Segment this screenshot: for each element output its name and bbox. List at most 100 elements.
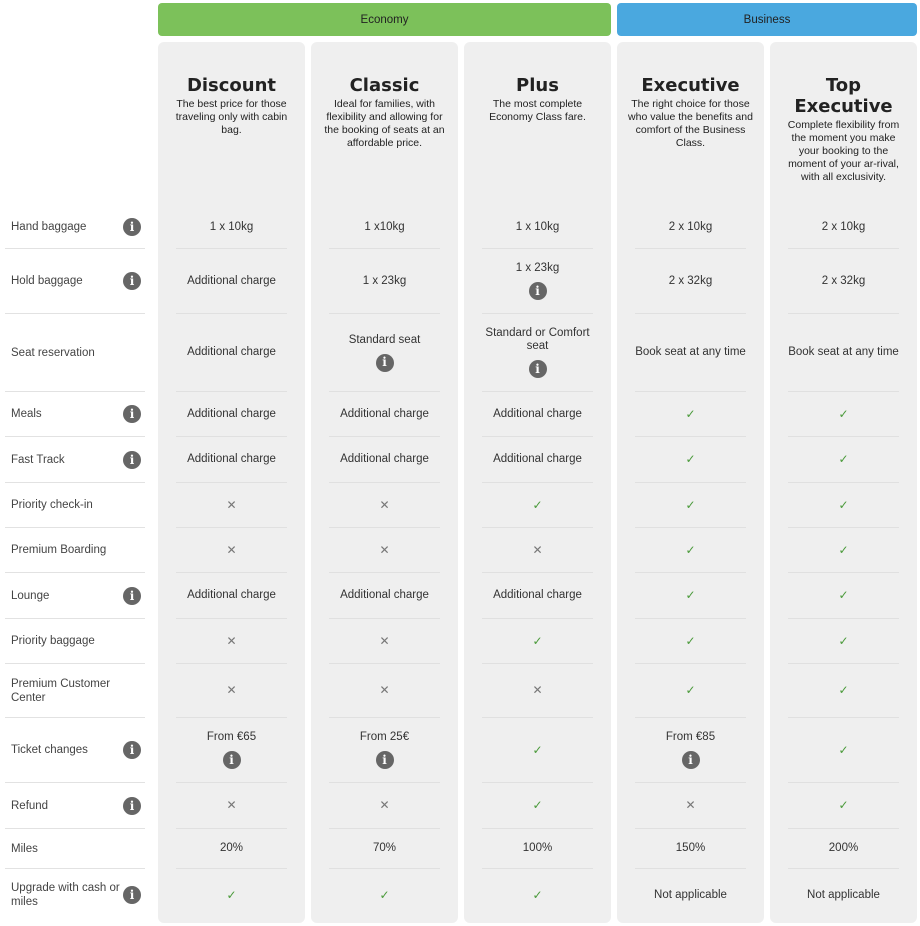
info-icon[interactable]: i bbox=[123, 586, 141, 605]
info-icon[interactable]: i bbox=[375, 353, 394, 372]
economy-group-label: Economy bbox=[360, 13, 409, 26]
cell-value: 1 x10kg bbox=[364, 220, 405, 233]
table-cell: 2 x 10kg bbox=[788, 206, 899, 249]
cell-value: Additional charge bbox=[187, 407, 276, 420]
row-label-text: Hand baggage bbox=[11, 221, 87, 233]
table-cell: Additional charge bbox=[482, 573, 593, 619]
row-label: Miles bbox=[5, 829, 145, 869]
info-icon[interactable]: i bbox=[681, 751, 700, 769]
row-label-text: Upgrade with cash or miles bbox=[11, 882, 120, 908]
cell-value: Book seat at any time bbox=[788, 346, 899, 358]
info-icon[interactable]: i bbox=[123, 450, 141, 469]
table-cell: Book seat at any time bbox=[635, 314, 746, 392]
row-label-text: Refund bbox=[11, 799, 49, 812]
table-cell: ✓ bbox=[329, 869, 440, 921]
table-cell: From €65 i bbox=[176, 718, 287, 783]
cell-value: From 25€ bbox=[359, 731, 410, 743]
cell-value: 2 x 10kg bbox=[668, 220, 713, 233]
cell-value: Additional charge bbox=[187, 589, 276, 601]
plan-description: Complete flexibility from the moment you… bbox=[787, 119, 900, 183]
plan-header: Top Executive Complete flexibility from t… bbox=[770, 42, 917, 184]
check-icon: ✓ bbox=[685, 406, 696, 421]
info-icon[interactable]: i bbox=[528, 360, 547, 378]
info-icon[interactable]: i bbox=[123, 886, 141, 904]
check-icon: ✓ bbox=[685, 633, 696, 648]
row-label: Priority check-in bbox=[5, 483, 145, 528]
table-cell: From €85 i bbox=[635, 718, 746, 783]
row-label: Priority baggage bbox=[5, 619, 145, 664]
table-cell: 100% bbox=[482, 829, 593, 869]
info-icon[interactable]: i bbox=[123, 796, 141, 815]
row-label: Meals i bbox=[5, 392, 145, 437]
table-cell: ✓ bbox=[635, 664, 746, 718]
cross-icon: ✕ bbox=[226, 633, 237, 648]
table-cell: Additional charge bbox=[482, 392, 593, 437]
check-icon: ✓ bbox=[838, 497, 849, 512]
row-label: Premium Boarding bbox=[5, 528, 145, 573]
row-label-text: Miles bbox=[11, 842, 38, 855]
info-icon[interactable]: i bbox=[222, 751, 241, 769]
cross-icon: ✕ bbox=[379, 798, 390, 812]
cell-value: 2 x 32kg bbox=[821, 274, 866, 287]
table-cell: ✓ bbox=[788, 783, 899, 829]
table-cell: ✓ bbox=[788, 718, 899, 783]
table-cell: ✕ bbox=[329, 528, 440, 573]
info-icon[interactable]: i bbox=[375, 751, 394, 769]
check-icon: ✓ bbox=[532, 633, 543, 648]
table-cell: ✓ bbox=[482, 483, 593, 528]
plan-header: Discount The best price for those traveli… bbox=[158, 42, 305, 137]
row-label-text: Priority check-in bbox=[11, 499, 93, 511]
table-cell: Not applicable bbox=[635, 869, 746, 921]
cross-icon: ✕ bbox=[226, 497, 237, 512]
check-icon: ✓ bbox=[685, 497, 696, 512]
check-icon: ✓ bbox=[685, 588, 696, 602]
table-cell: 1 x10kg bbox=[329, 206, 440, 249]
table-cell: 1 x 23kg bbox=[329, 249, 440, 314]
table-cell: ✕ bbox=[329, 783, 440, 829]
check-icon: ✓ bbox=[226, 887, 237, 902]
table-cell: ✓ bbox=[788, 392, 899, 437]
row-label-text: Seat reservation bbox=[11, 346, 95, 359]
info-icon[interactable]: i bbox=[123, 741, 141, 759]
check-icon: ✓ bbox=[685, 542, 696, 557]
table-cell: ✓ bbox=[176, 869, 287, 921]
row-label: Hold baggage i bbox=[5, 249, 145, 314]
info-icon[interactable]: i bbox=[528, 282, 547, 300]
info-icon[interactable]: i bbox=[123, 218, 141, 236]
plan-description: The best price for those traveling only … bbox=[175, 98, 288, 136]
table-cell: 1 x 10kg bbox=[176, 206, 287, 249]
check-icon: ✓ bbox=[838, 683, 849, 697]
plan-header: Classic Ideal for families, with flexibil… bbox=[311, 42, 458, 150]
info-icon[interactable]: i bbox=[123, 272, 141, 290]
table-cell: ✓ bbox=[788, 619, 899, 664]
row-label-text: Ticket changes bbox=[11, 744, 88, 756]
table-cell: 2 x 32kg bbox=[788, 249, 899, 314]
cross-icon: ✕ bbox=[379, 633, 390, 648]
table-cell: Additional charge bbox=[176, 392, 287, 437]
row-label: Seat reservation bbox=[5, 314, 145, 392]
cell-value: Additional charge bbox=[493, 453, 582, 465]
row-label: Ticket changes i bbox=[5, 718, 145, 783]
table-cell: 70% bbox=[329, 829, 440, 869]
business-group-header: Business bbox=[617, 3, 917, 36]
cell-value: Additional charge bbox=[187, 453, 276, 465]
table-cell: Additional charge bbox=[176, 573, 287, 619]
table-cell: Additional charge bbox=[176, 249, 287, 314]
cell-value: From €85 bbox=[665, 731, 716, 743]
table-cell: ✕ bbox=[482, 528, 593, 573]
cell-value: Book seat at any time bbox=[635, 346, 746, 358]
plan-description: The right choice for those who value the… bbox=[628, 98, 753, 149]
cell-value: Additional charge bbox=[340, 407, 429, 420]
cell-value: Additional charge bbox=[187, 346, 276, 358]
info-icon[interactable]: i bbox=[123, 405, 141, 423]
plan-name: Discount bbox=[186, 75, 277, 96]
table-cell: 2 x 10kg bbox=[635, 206, 746, 249]
table-cell: ✕ bbox=[176, 664, 287, 718]
cell-value: Additional charge bbox=[187, 274, 276, 287]
check-icon: ✓ bbox=[838, 588, 849, 602]
check-icon: ✓ bbox=[838, 452, 849, 466]
row-label-text: Priority baggage bbox=[11, 635, 95, 647]
table-cell: ✓ bbox=[635, 528, 746, 573]
cell-value: 1 x 10kg bbox=[515, 220, 560, 233]
cell-value: 70% bbox=[372, 842, 397, 854]
